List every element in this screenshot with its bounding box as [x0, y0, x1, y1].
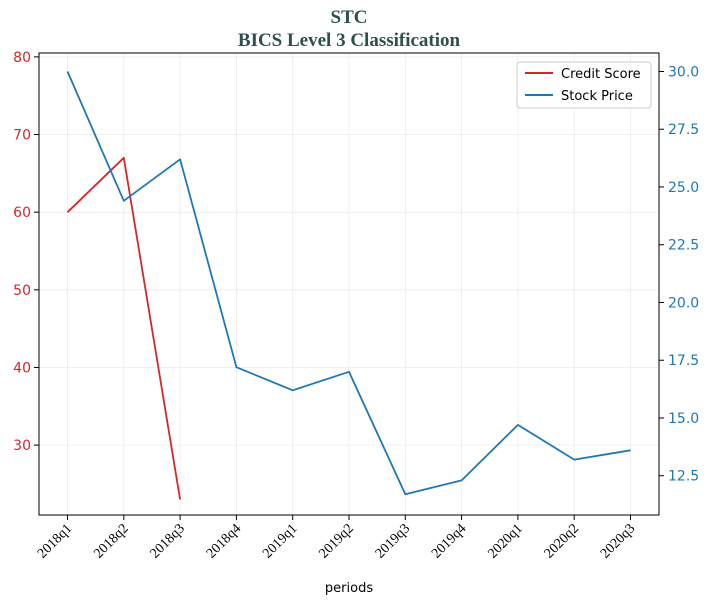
x-tick-label: 2018q2: [91, 521, 131, 561]
y-right-tick-label: 20.0: [668, 295, 699, 311]
legend-label-credit-score: Credit Score: [561, 67, 641, 82]
y-right-tick-label: 15.0: [668, 411, 699, 427]
series-line-credit-score: [66, 156, 181, 500]
chart-title-line2: BICS Level 3 Classification: [238, 30, 461, 51]
series-lines: [66, 71, 631, 500]
legend: Credit Score Stock Price: [516, 61, 652, 109]
x-tick-label: 2020q1: [485, 521, 525, 561]
x-axis-label: periods: [325, 581, 373, 596]
x-tick-label: 2018q1: [35, 521, 75, 561]
y-right-tick-label: 25.0: [668, 180, 699, 196]
y-left-tick-label: 60: [13, 205, 31, 221]
y-right-tick-label: 17.5: [668, 353, 699, 369]
x-tick-label: 2019q4: [429, 521, 469, 561]
y-right-tick-label: 12.5: [668, 469, 699, 485]
legend-label-stock-price: Stock Price: [561, 89, 633, 104]
chart-title-line1: STC: [331, 7, 368, 28]
y-left-tick-label: 70: [13, 128, 31, 144]
x-tick-label: 2019q3: [373, 521, 413, 561]
y-right-tick-label: 22.5: [668, 238, 699, 254]
x-tick-label: 2019q1: [260, 521, 300, 561]
x-tick-label: 2018q3: [148, 521, 188, 561]
y-left-tick-label: 80: [13, 50, 31, 66]
x-tick-label: 2020q2: [542, 521, 582, 561]
x-tick-label: 2019q2: [317, 521, 357, 561]
grid: [39, 53, 659, 515]
y-left-tick-label: 40: [13, 360, 31, 376]
y-left-tick-label: 30: [13, 438, 31, 454]
axes: 2018q1 2018q2 2018q3 2018q4 2019q1 2019q2 2019…: [13, 50, 699, 562]
x-tick-label: 2018q4: [204, 521, 244, 561]
y-left-tick-label: 50: [13, 283, 31, 299]
y-right-tick-label: 27.5: [668, 122, 699, 138]
series-line-stock-price: [66, 71, 631, 496]
x-tick-label: 2020q3: [598, 521, 638, 561]
y-right-tick-label: 30.0: [668, 64, 699, 80]
